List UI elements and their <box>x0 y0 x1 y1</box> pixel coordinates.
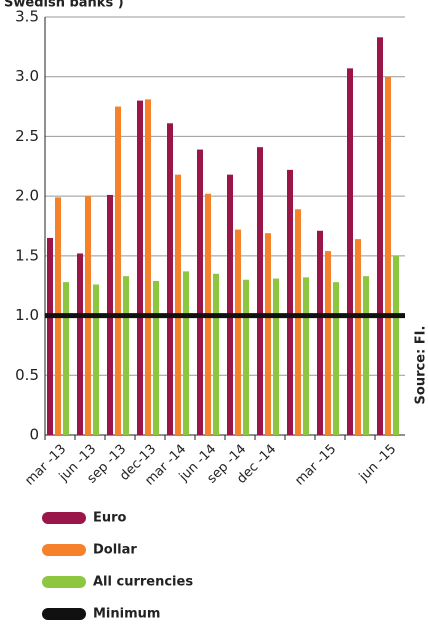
y-tick-label: 0 <box>29 426 39 444</box>
bar <box>93 284 99 435</box>
bar <box>153 280 159 435</box>
bar <box>265 233 271 435</box>
y-tick-label: 1.0 <box>15 306 39 324</box>
legend-label: Dollar <box>93 543 137 558</box>
legend-swatch <box>42 576 86 588</box>
bar <box>47 237 53 435</box>
y-tick-label: 0.5 <box>15 366 39 384</box>
bar <box>167 123 173 435</box>
bar <box>303 277 309 435</box>
legend-label: All currencies <box>93 575 193 590</box>
legend-label: Minimum <box>93 607 160 622</box>
chart-title: Swedish banks ) <box>4 0 124 11</box>
bar <box>145 99 151 436</box>
bar <box>257 147 263 436</box>
bar <box>333 282 339 435</box>
bar <box>115 106 121 436</box>
bar <box>317 230 323 435</box>
y-tick-label: 1.5 <box>15 246 39 264</box>
y-tick-label: 3.5 <box>15 8 39 26</box>
bar <box>77 253 83 435</box>
bar <box>227 174 233 435</box>
legend-label: Euro <box>93 511 127 526</box>
bar <box>377 37 383 435</box>
x-tick-label: mar -15 <box>292 442 339 489</box>
bar <box>183 271 189 435</box>
source: Source: FI. <box>414 326 428 405</box>
legend-swatch <box>42 544 86 556</box>
bar <box>63 282 69 435</box>
bar <box>235 229 241 435</box>
bar <box>287 169 293 435</box>
bar <box>355 239 361 435</box>
legend-swatch <box>42 512 86 524</box>
bar <box>347 68 353 436</box>
bar <box>363 276 369 435</box>
bar <box>123 276 129 435</box>
x-tick-label: mar -13 <box>22 442 69 489</box>
bar <box>137 100 143 435</box>
bar <box>325 251 331 435</box>
bar <box>385 76 391 435</box>
bar <box>197 149 203 435</box>
bar <box>273 278 279 435</box>
legend-swatch <box>42 608 86 620</box>
y-tick-label: 2.0 <box>15 187 39 205</box>
bar <box>393 255 399 435</box>
bar <box>213 273 219 435</box>
bar <box>175 174 181 435</box>
bar <box>295 209 301 435</box>
y-tick-label: 3.0 <box>15 67 39 85</box>
y-tick-label: 2.5 <box>15 127 39 145</box>
bar <box>243 279 249 435</box>
x-tick-label: jun -15 <box>356 442 399 485</box>
